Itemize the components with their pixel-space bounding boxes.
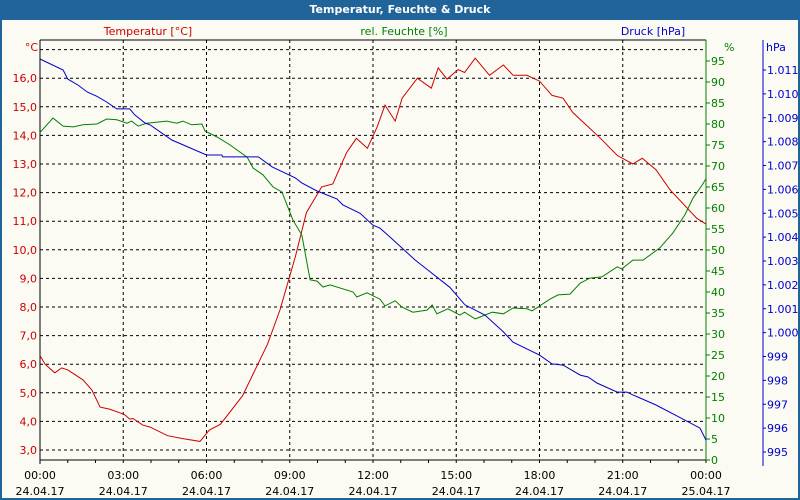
x-tick-label-time: 00:00: [24, 469, 56, 482]
humidity-tick-label: 20: [711, 370, 725, 383]
pressure-tick-label: 1.006: [767, 183, 799, 196]
temperature-tick-label: 4,0: [20, 415, 38, 428]
humidity-tick-label: 70: [711, 160, 725, 173]
pressure-line: [39, 58, 707, 441]
x-tick-label-date: 24.04.17: [99, 485, 148, 498]
temperature-tick-label: 16,0: [13, 72, 38, 85]
pressure-tick-label: 995: [767, 446, 788, 459]
humidity-tick-label: 95: [711, 55, 725, 68]
humidity-unit: %: [724, 41, 734, 54]
x-tick-label-time: 12:00: [357, 469, 389, 482]
temperature-line: [39, 57, 707, 442]
pressure-tick-label: 1.000: [767, 327, 799, 340]
humidity-tick-label: 0: [711, 454, 718, 467]
x-tick-label-date: 24.04.17: [265, 485, 314, 498]
window-title: Temperatur, Feuchte & Druck: [0, 0, 800, 20]
pressure-unit: hPa: [766, 41, 786, 54]
pressure-tick-label: 1.004: [767, 231, 799, 244]
temperature-tick-label: 15,0: [13, 101, 38, 114]
temperature-tick-label: 7,0: [20, 330, 38, 343]
x-tick-label-date: 24.04.17: [16, 485, 65, 498]
pressure-tick-label: 1.011: [767, 64, 799, 77]
humidity-tick-label: 15: [711, 391, 725, 404]
x-tick-label-date: 24.04.17: [182, 485, 231, 498]
x-tick-label-time: 21:00: [607, 469, 639, 482]
temperature-tick-label: 10,0: [13, 244, 38, 257]
pressure-tick-label: 1.010: [767, 88, 799, 101]
x-tick-label-time: 03:00: [107, 469, 139, 482]
pressure-tick-label: 1.008: [767, 136, 799, 149]
axes: 00:00 24.04.17 03:00 24.04.17 06:00 24.04.17 0…: [13, 39, 799, 498]
x-tick-label-date: 25.04.17: [682, 485, 731, 498]
temperature-tick-label: 14,0: [13, 129, 38, 142]
temperature-axis-title: Temperatur [°C]: [103, 25, 192, 38]
pressure-tick-label: 997: [767, 398, 788, 411]
x-tick-label-date: 24.04.17: [515, 485, 564, 498]
x-tick-label-time: 00:00: [690, 469, 722, 482]
temperature-tick-label: 3,0: [20, 444, 38, 457]
humidity-tick-label: 60: [711, 202, 725, 215]
humidity-tick-label: 90: [711, 76, 725, 89]
pressure-tick-label: 998: [767, 374, 788, 387]
x-tick-label-time: 06:00: [191, 469, 223, 482]
grid: [40, 40, 706, 460]
humidity-tick-label: 80: [711, 118, 725, 131]
pressure-tick-label: 996: [767, 422, 788, 435]
humidity-tick-label: 35: [711, 307, 725, 320]
pressure-tick-label: 1.001: [767, 303, 799, 316]
x-tick-label-time: 15:00: [440, 469, 472, 482]
x-tick-label-date: 24.04.17: [598, 485, 647, 498]
pressure-tick-label: 999: [767, 351, 788, 364]
x-tick-label-date: 24.04.17: [349, 485, 398, 498]
series-lines: [39, 57, 707, 442]
humidity-tick-label: 25: [711, 349, 725, 362]
temperature-tick-label: 5,0: [20, 387, 38, 400]
pressure-tick-label: 1.005: [767, 207, 799, 220]
temperature-tick-label: 6,0: [20, 358, 38, 371]
x-tick-label-time: 18:00: [524, 469, 556, 482]
humidity-tick-label: 30: [711, 328, 725, 341]
pressure-tick-label: 1.003: [767, 255, 799, 268]
humidity-tick-label: 10: [711, 412, 725, 425]
humidity-tick-label: 85: [711, 97, 725, 110]
temperature-unit: °C: [25, 41, 39, 54]
humidity-axis-title: rel. Feuchte [%]: [360, 25, 447, 38]
x-tick-label-time: 09:00: [274, 469, 306, 482]
humidity-tick-label: 5: [711, 433, 718, 446]
temperature-tick-label: 12,0: [13, 187, 38, 200]
humidity-tick-label: 75: [711, 139, 725, 152]
humidity-tick-label: 45: [711, 265, 725, 278]
temperature-tick-label: 9,0: [20, 272, 38, 285]
pressure-axis-title: Druck [hPa]: [621, 25, 685, 38]
humidity-tick-label: 55: [711, 223, 725, 236]
pressure-tick-label: 1.002: [767, 279, 799, 292]
humidity-tick-label: 40: [711, 286, 725, 299]
humidity-tick-label: 65: [711, 181, 725, 194]
pressure-tick-label: 1.009: [767, 112, 799, 125]
pressure-tick-label: 1.007: [767, 160, 799, 173]
temperature-tick-label: 11,0: [13, 215, 38, 228]
temperature-tick-label: 8,0: [20, 301, 38, 314]
temperature-tick-label: 13,0: [13, 158, 38, 171]
humidity-tick-label: 50: [711, 244, 725, 257]
x-tick-label-date: 24.04.17: [432, 485, 481, 498]
